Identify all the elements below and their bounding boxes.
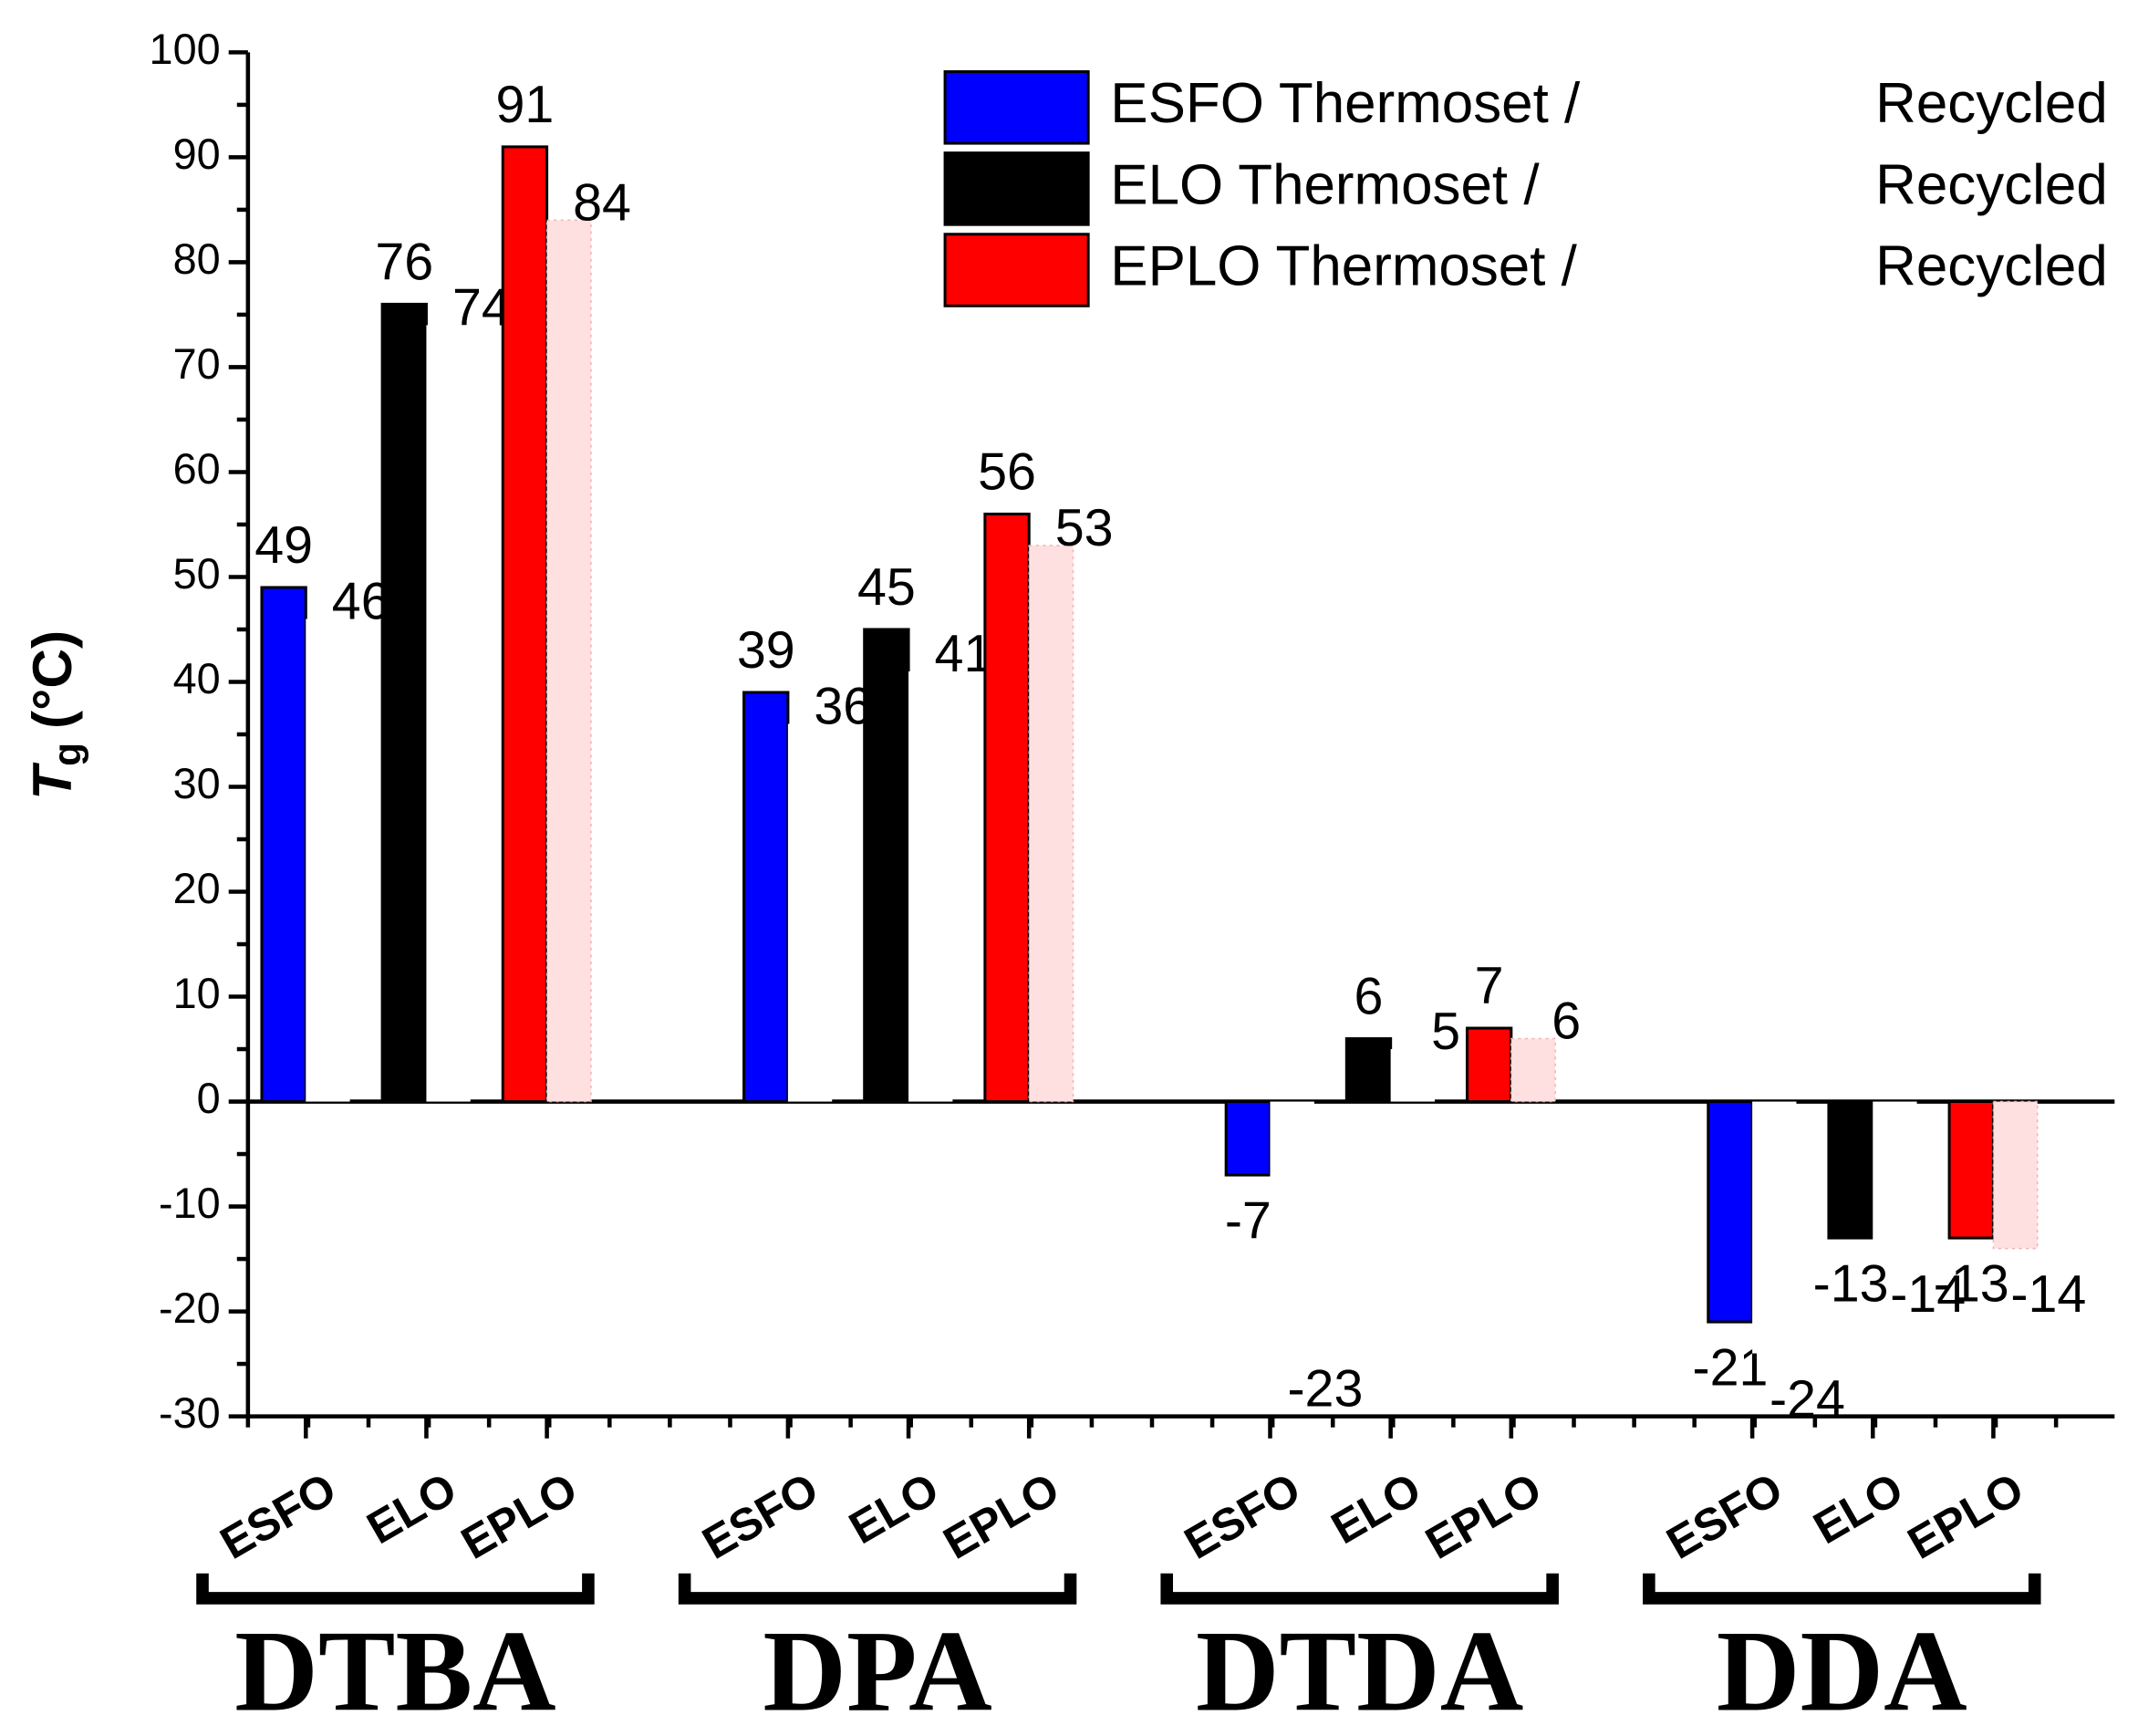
bar bbox=[908, 670, 953, 1102]
data-label: 74 bbox=[452, 278, 511, 337]
group-label: DTBA bbox=[234, 1608, 555, 1736]
y-tick-label: 50 bbox=[173, 550, 221, 598]
y-label-main: T bbox=[21, 762, 83, 800]
y-tick-label: 80 bbox=[173, 235, 221, 283]
x-tick-label: ELO bbox=[841, 1463, 948, 1554]
x-tick-label: ESFO bbox=[1176, 1463, 1308, 1569]
bar bbox=[1510, 1037, 1556, 1103]
y-tick-label: 60 bbox=[173, 445, 221, 493]
legend-label: Recycled bbox=[1875, 153, 2108, 216]
y-label-unit: (°C) bbox=[21, 630, 83, 729]
bar bbox=[1028, 545, 1074, 1103]
x-tick-label: EPLO bbox=[1899, 1463, 2031, 1569]
x-tick-label: EPLO bbox=[452, 1463, 585, 1569]
data-label: 53 bbox=[1055, 499, 1114, 557]
data-label: 46 bbox=[332, 573, 390, 631]
bar bbox=[1224, 1100, 1272, 1177]
x-tick-label: EPLO bbox=[935, 1463, 1067, 1569]
legend-label: Recycled bbox=[1875, 72, 2108, 135]
bar bbox=[1827, 1100, 1874, 1240]
data-label: 91 bbox=[496, 76, 555, 134]
bar bbox=[426, 325, 471, 1102]
y-tick-label: 100 bbox=[150, 26, 221, 73]
data-label: 41 bbox=[935, 625, 993, 683]
bar bbox=[380, 302, 428, 1104]
bar bbox=[501, 145, 549, 1104]
x-tick-label: ESFO bbox=[212, 1463, 344, 1569]
data-label: 45 bbox=[857, 558, 916, 617]
y-axis-label: Tg (°C) bbox=[21, 630, 88, 800]
x-tick-label: EPLO bbox=[1417, 1463, 1550, 1569]
x-tick-label: ESFO bbox=[1658, 1463, 1790, 1569]
x-tick-label: ESFO bbox=[694, 1463, 826, 1569]
data-label: 84 bbox=[573, 173, 631, 232]
data-label: -13 bbox=[1813, 1255, 1889, 1314]
bar bbox=[545, 219, 592, 1103]
data-label: 6 bbox=[1552, 993, 1581, 1051]
bar bbox=[742, 691, 790, 1104]
legend-label: Recycled bbox=[1875, 234, 2108, 297]
data-label: -13 bbox=[1934, 1255, 2009, 1314]
y-tick-label: 20 bbox=[173, 865, 221, 912]
data-label: 76 bbox=[375, 233, 433, 291]
data-label: 7 bbox=[1475, 957, 1504, 1015]
bar bbox=[1270, 1101, 1314, 1344]
bar bbox=[1390, 1049, 1435, 1102]
legend-label: ELO Thermoset / bbox=[1110, 153, 1540, 216]
data-label: -14 bbox=[1890, 1265, 1966, 1324]
group-brace bbox=[678, 1573, 1077, 1605]
group-label: DTDA bbox=[1196, 1608, 1523, 1736]
bar bbox=[787, 723, 833, 1102]
x-tick-label: ELO bbox=[358, 1463, 465, 1554]
bar bbox=[1465, 1026, 1513, 1104]
x-tick-label: ELO bbox=[1323, 1463, 1429, 1554]
legend-swatch bbox=[943, 151, 1090, 226]
data-label: -7 bbox=[1225, 1192, 1271, 1251]
legend-label: EPLO Thermoset / bbox=[1110, 234, 1577, 297]
bar bbox=[260, 586, 307, 1104]
bar bbox=[306, 619, 350, 1102]
y-tick-label: 10 bbox=[173, 970, 221, 1017]
y-tick-label: -10 bbox=[159, 1180, 221, 1227]
data-label: -23 bbox=[1287, 1360, 1363, 1419]
bar bbox=[1992, 1100, 2039, 1250]
legend-swatch bbox=[943, 70, 1090, 145]
data-label: 36 bbox=[814, 678, 872, 736]
y-tick-label: 30 bbox=[173, 760, 221, 807]
group-brace bbox=[1643, 1573, 2041, 1605]
bar bbox=[1344, 1037, 1393, 1104]
y-tick-label: 90 bbox=[173, 130, 221, 178]
bar bbox=[983, 512, 1031, 1104]
bar bbox=[1947, 1100, 1995, 1240]
data-label: 5 bbox=[1431, 1003, 1460, 1061]
y-tick-label: 70 bbox=[173, 340, 221, 388]
group-brace bbox=[196, 1573, 595, 1605]
y-label-sub: g bbox=[46, 743, 88, 766]
data-label: 6 bbox=[1354, 967, 1384, 1025]
data-label: -24 bbox=[1770, 1370, 1845, 1429]
bar bbox=[863, 628, 910, 1104]
x-tick-label: ELO bbox=[1805, 1463, 1912, 1554]
data-label: 39 bbox=[737, 621, 795, 680]
data-label: 49 bbox=[254, 516, 313, 575]
y-tick-label: 0 bbox=[197, 1075, 221, 1122]
group-label: DDA bbox=[1717, 1608, 1967, 1736]
data-label: -14 bbox=[2010, 1265, 2086, 1324]
bar bbox=[1707, 1100, 1754, 1324]
y-tick-label: -20 bbox=[159, 1284, 221, 1332]
legend-label: ESFO Thermoset / bbox=[1110, 72, 1581, 135]
bar bbox=[1752, 1101, 1797, 1354]
data-label: 56 bbox=[978, 442, 1036, 501]
y-tick-label: 40 bbox=[173, 655, 221, 702]
y-tick-label: -30 bbox=[159, 1389, 221, 1437]
group-brace bbox=[1160, 1573, 1559, 1605]
legend-swatch bbox=[943, 233, 1090, 307]
group-label: DPA bbox=[763, 1608, 991, 1736]
bar bbox=[1873, 1101, 1917, 1249]
